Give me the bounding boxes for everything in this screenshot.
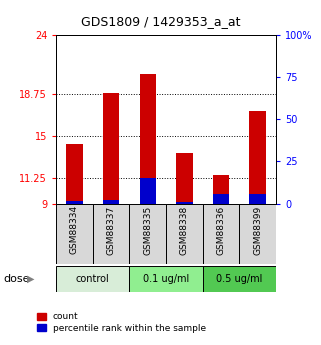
Text: GSM88338: GSM88338 [180, 205, 189, 255]
Bar [66, 201, 83, 204]
Text: ▶: ▶ [27, 274, 34, 284]
Bar [129, 204, 166, 264]
Text: GSM88336: GSM88336 [217, 205, 226, 255]
Bar [166, 204, 203, 264]
Bar [249, 111, 266, 204]
Bar [103, 93, 119, 204]
Bar [213, 194, 229, 204]
Bar [239, 204, 276, 264]
Text: GSM88399: GSM88399 [253, 205, 262, 255]
Bar [129, 266, 203, 292]
Bar [203, 204, 239, 264]
Text: GDS1809 / 1429353_a_at: GDS1809 / 1429353_a_at [81, 16, 240, 29]
Text: 0.5 ug/ml: 0.5 ug/ml [216, 274, 263, 284]
Bar [140, 74, 156, 204]
Bar [203, 266, 276, 292]
Text: GSM88335: GSM88335 [143, 205, 152, 255]
Legend: count, percentile rank within the sample: count, percentile rank within the sample [37, 312, 206, 333]
Text: 0.1 ug/ml: 0.1 ug/ml [143, 274, 189, 284]
Text: dose: dose [3, 274, 30, 284]
Bar [140, 178, 156, 204]
Bar [66, 144, 83, 204]
Bar [93, 204, 129, 264]
Bar [249, 194, 266, 204]
Bar [103, 200, 119, 204]
Bar [56, 204, 93, 264]
Text: GSM88337: GSM88337 [107, 205, 116, 255]
Bar [176, 202, 193, 204]
Bar [176, 153, 193, 204]
Text: control: control [76, 274, 110, 284]
Bar [213, 175, 229, 204]
Text: GSM88334: GSM88334 [70, 205, 79, 255]
Bar [56, 266, 129, 292]
